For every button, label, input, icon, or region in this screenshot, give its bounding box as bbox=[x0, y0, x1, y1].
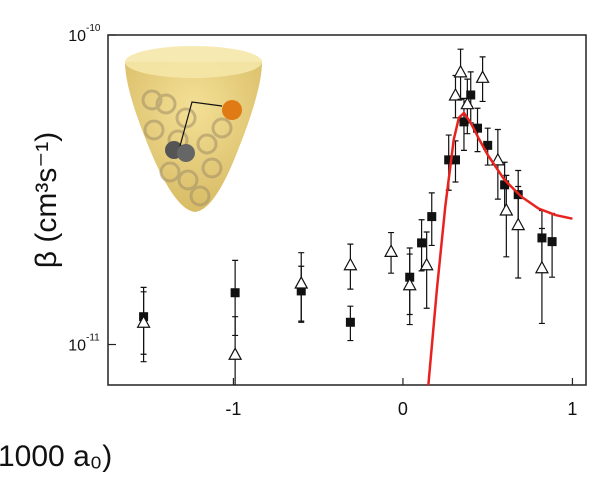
y-axis-label: β (cm³s⁻¹) bbox=[30, 132, 63, 268]
inset-trap bbox=[125, 46, 262, 212]
y-tick-exponent: -11 bbox=[86, 333, 100, 344]
y-tick-label: 10 bbox=[68, 338, 86, 355]
square-point bbox=[450, 155, 460, 165]
triangle-point bbox=[294, 275, 309, 289]
x-tick-label: 0 bbox=[398, 399, 408, 419]
theory-line bbox=[427, 111, 573, 385]
square-point bbox=[230, 288, 240, 298]
triangle-point bbox=[490, 152, 505, 166]
square-point bbox=[459, 117, 469, 127]
y-tick-exponent: -10 bbox=[86, 23, 101, 34]
error-bar bbox=[232, 316, 239, 385]
square-point bbox=[483, 140, 493, 150]
triangle-point bbox=[419, 257, 434, 271]
square-point bbox=[500, 180, 510, 190]
triangle-point bbox=[475, 70, 490, 83]
square-point bbox=[427, 212, 437, 222]
plot-area bbox=[136, 48, 573, 385]
triangle-point bbox=[460, 96, 475, 110]
triangle-point bbox=[136, 315, 151, 328]
x-tick-label: 1 bbox=[567, 399, 577, 419]
triangle-point bbox=[343, 257, 358, 271]
triangle-point bbox=[384, 244, 399, 257]
triangle-point bbox=[534, 260, 549, 274]
square-point bbox=[473, 123, 483, 133]
triangle-point bbox=[448, 87, 463, 101]
error-bar bbox=[538, 227, 545, 325]
plot-frame bbox=[107, 34, 587, 386]
error-bar bbox=[503, 174, 510, 258]
square-point bbox=[547, 237, 557, 247]
square-point bbox=[444, 155, 454, 165]
triangle-point bbox=[402, 277, 417, 291]
error-bar bbox=[515, 185, 522, 279]
triangle-point bbox=[511, 217, 526, 231]
y-tick-label: 10 bbox=[68, 28, 86, 45]
square-point bbox=[466, 90, 476, 100]
x-tick-label: -1 bbox=[225, 399, 241, 419]
triangle-point bbox=[499, 202, 514, 216]
square-point bbox=[417, 238, 427, 248]
square-point bbox=[345, 317, 355, 327]
x-axis-label: (1000 a₀) bbox=[0, 440, 112, 473]
triangle-point bbox=[228, 347, 243, 360]
triangle-point bbox=[453, 64, 468, 78]
